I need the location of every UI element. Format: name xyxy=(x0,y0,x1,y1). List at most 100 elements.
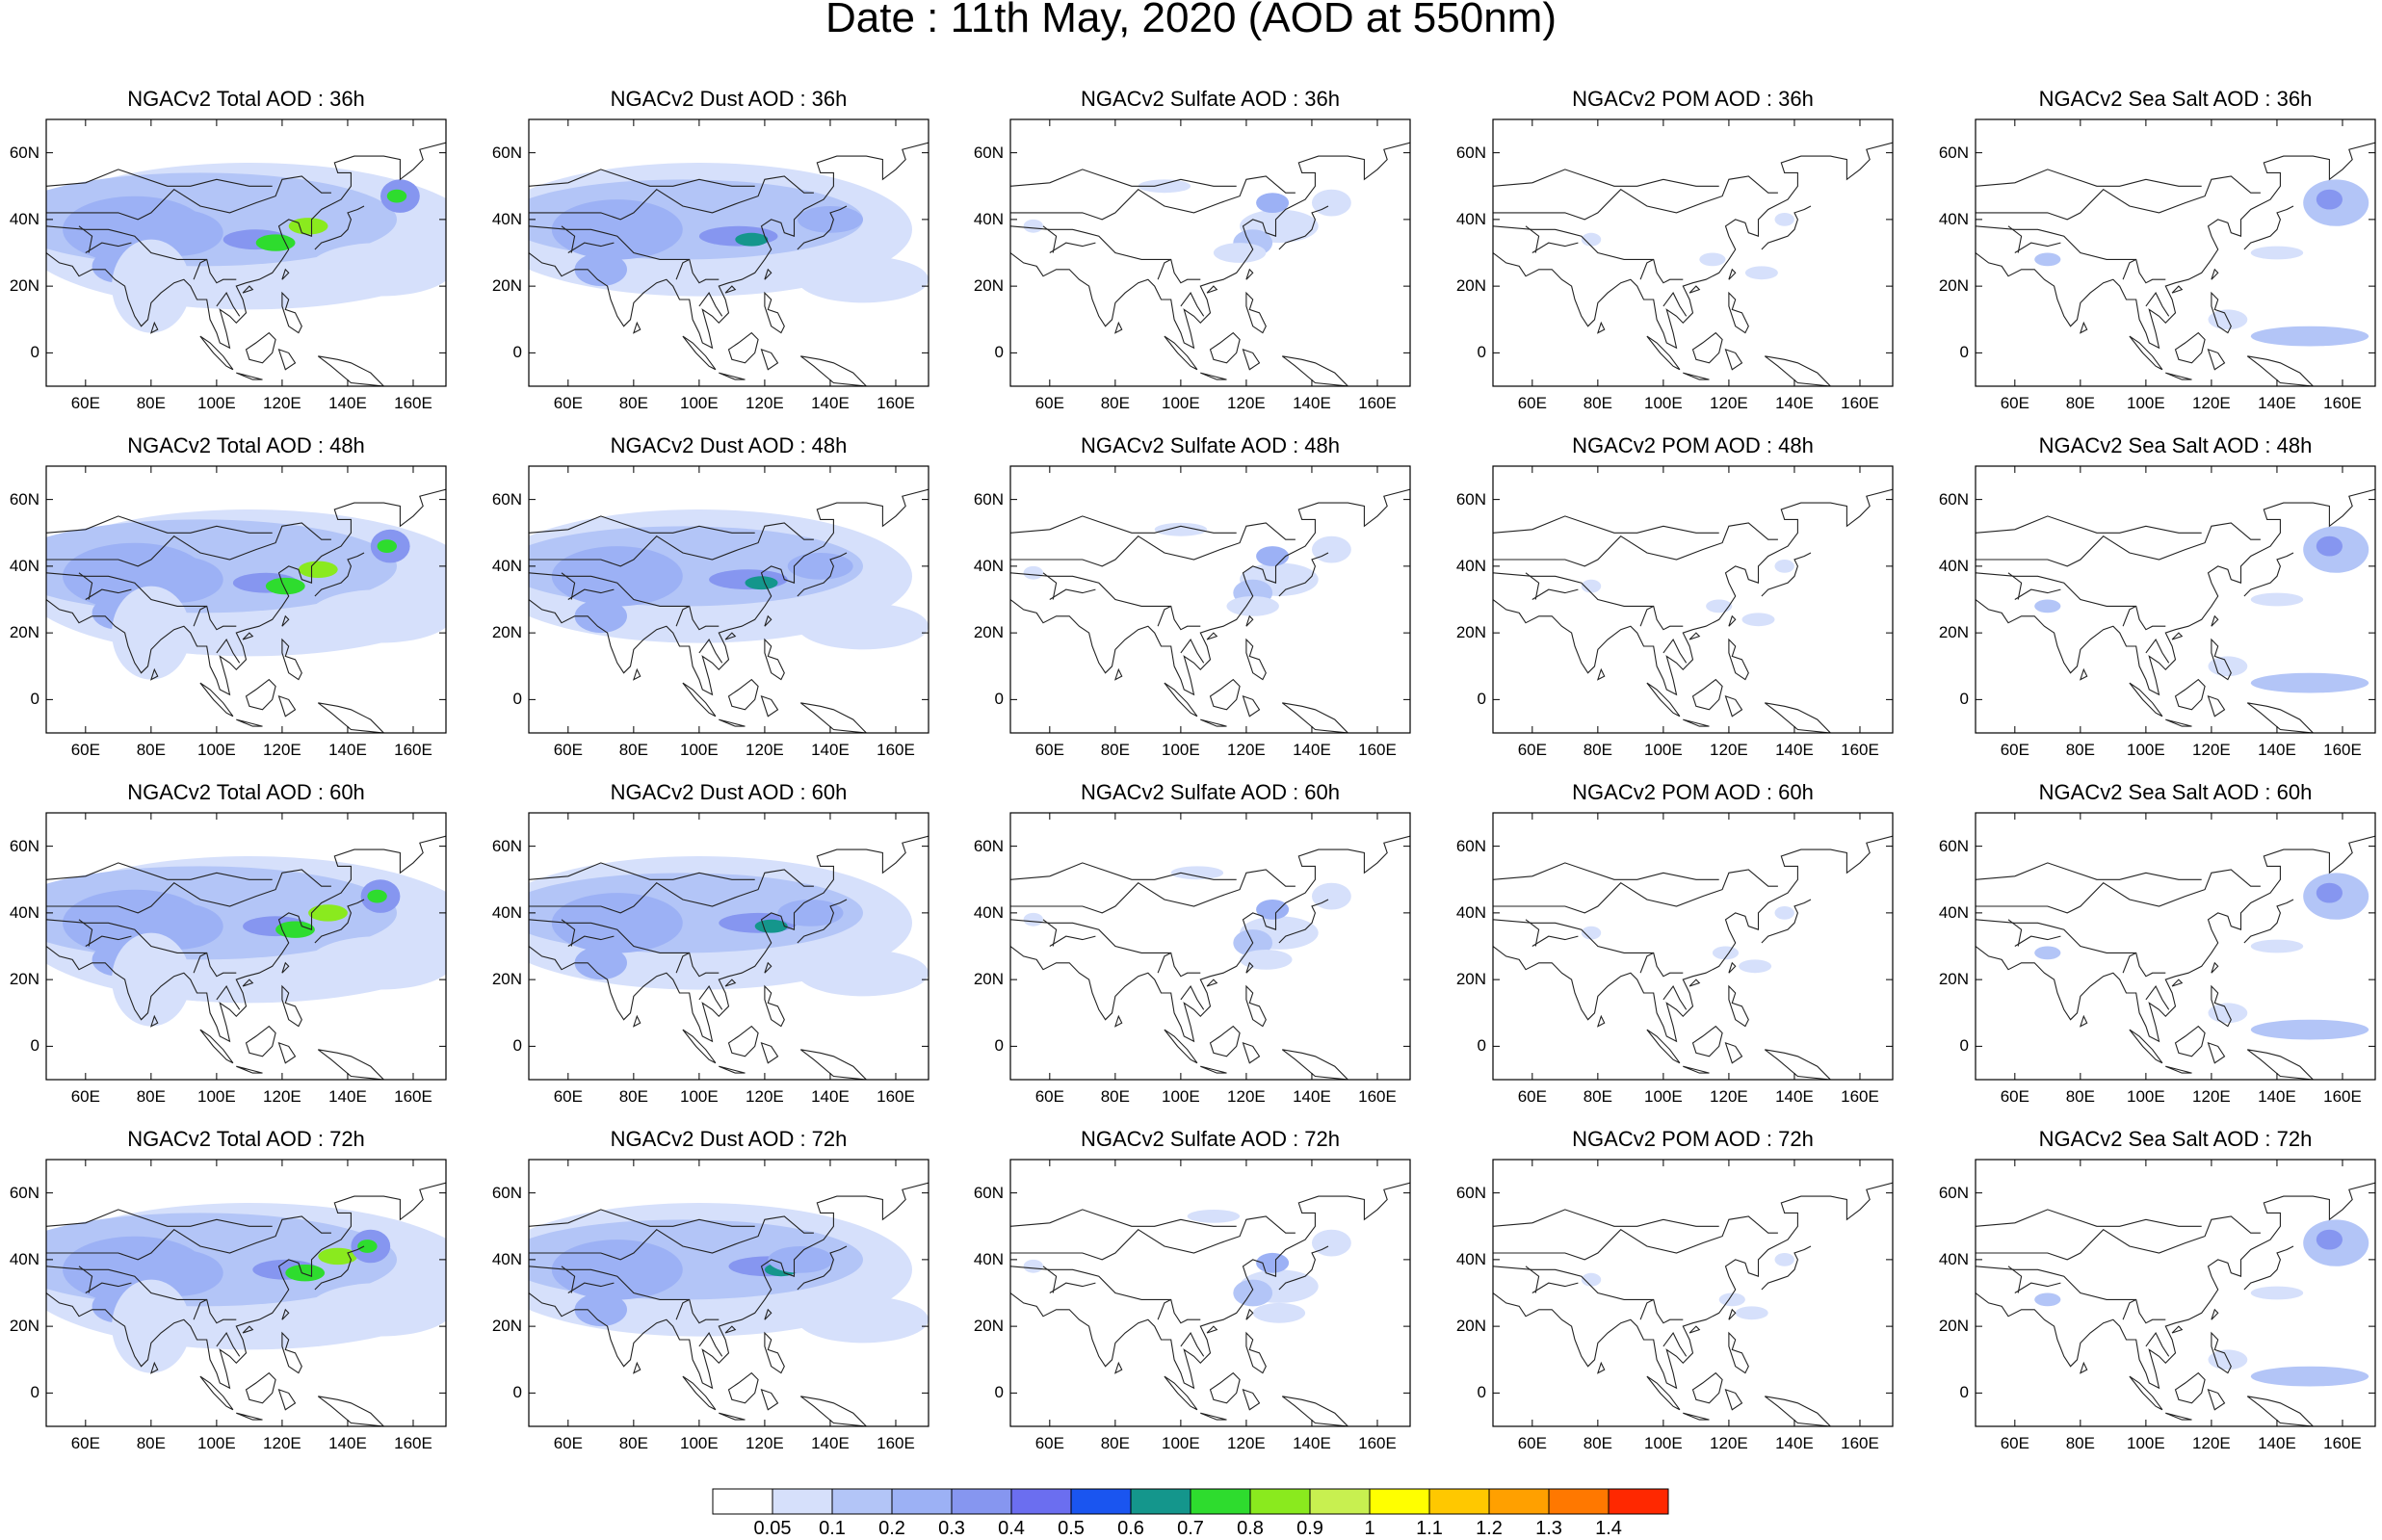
island-outline xyxy=(1691,678,1723,711)
lon-tick-label: 140E xyxy=(1775,1434,1814,1452)
lat-tick-label: 60N xyxy=(9,1183,39,1202)
coastlines xyxy=(1976,488,2375,733)
lat-tick-label: 20N xyxy=(973,623,1004,642)
lon-tick-label: 100E xyxy=(680,394,719,412)
aod-contour-blob xyxy=(574,599,627,634)
island-outline xyxy=(2211,1331,2232,1374)
lat-tick-label: 60N xyxy=(491,836,522,855)
island-outline xyxy=(1646,1029,1681,1064)
lon-tick-label: 120E xyxy=(1710,394,1748,412)
lat-tick-label: 0 xyxy=(994,343,1004,362)
lon-tick-label: 140E xyxy=(2258,741,2296,759)
island-outline xyxy=(682,1029,717,1064)
country-border xyxy=(561,225,576,253)
colorbar-label: 1.2 xyxy=(1476,1518,1503,1539)
map-frame xyxy=(528,118,929,387)
coastline xyxy=(314,205,365,250)
country-border xyxy=(46,169,273,187)
map-panel xyxy=(1975,118,2376,387)
coastlines xyxy=(1010,1182,1410,1426)
aod-contour-blob xyxy=(2250,672,2369,693)
lat-tick-label: 0 xyxy=(512,1036,522,1056)
map-frame xyxy=(528,812,929,1081)
lon-tick-label: 80E xyxy=(1100,394,1130,412)
island-outline xyxy=(1281,1049,1349,1080)
lon-tick-label: 160E xyxy=(877,1087,915,1106)
lon-tick-label: 100E xyxy=(2127,394,2165,412)
island-outline xyxy=(2129,1375,2163,1411)
island-outline xyxy=(1245,1331,1267,1374)
lat-tick-label: 20N xyxy=(1938,970,1969,989)
island-outline xyxy=(1596,1361,1606,1374)
map-panel xyxy=(1009,812,1411,1081)
island-outline xyxy=(1764,1396,1832,1426)
map-frame xyxy=(45,812,447,1081)
island-outline xyxy=(1113,321,1123,334)
panel-title: NGACv2 Sulfate AOD : 48h xyxy=(1080,433,1341,457)
country-border xyxy=(698,638,723,664)
lat-tick-label: 20N xyxy=(1938,1317,1969,1336)
island-outline xyxy=(2174,1025,2206,1057)
coastline xyxy=(1278,1245,1329,1291)
country-border xyxy=(698,984,723,1010)
lon-tick-label: 140E xyxy=(1293,741,1331,759)
map-panel xyxy=(1009,1159,1411,1427)
panel-title: NGACv2 Sea Salt AOD : 72h xyxy=(2038,1127,2313,1151)
coastlines xyxy=(529,835,929,1080)
lon-tick-label: 140E xyxy=(1293,394,1331,412)
country-border xyxy=(1157,952,1171,974)
lon-tick-label: 140E xyxy=(811,1434,850,1452)
aod-field xyxy=(2034,873,2369,1040)
panel-title: NGACv2 Dust AOD : 72h xyxy=(610,1127,848,1151)
panel-title: NGACv2 POM AOD : 36h xyxy=(1572,87,1814,111)
lat-tick-label: 0 xyxy=(1477,1036,1486,1056)
colorbar-label: 0.6 xyxy=(1117,1518,1144,1539)
country-border xyxy=(1493,862,1719,880)
lon-tick-label: 140E xyxy=(328,1087,367,1106)
aod-contour-blob xyxy=(1774,560,1794,573)
aod-field xyxy=(2034,179,2369,347)
aod-field xyxy=(1023,179,1351,263)
island-outline xyxy=(2079,321,2088,334)
lon-tick-label: 100E xyxy=(1644,741,1683,759)
lon-tick-label: 140E xyxy=(811,1087,850,1106)
map-background xyxy=(1493,119,1893,386)
island-outline xyxy=(1683,1412,1710,1421)
country-border xyxy=(1976,572,2166,631)
island-outline xyxy=(2211,268,2219,280)
island-outline xyxy=(199,682,234,718)
country-border xyxy=(1976,522,2261,567)
lon-tick-label: 120E xyxy=(1227,394,1266,412)
island-outline xyxy=(277,1042,297,1064)
aod-contour-blob xyxy=(1774,213,1794,226)
aod-contour-blob xyxy=(1138,179,1191,194)
lon-tick-label: 160E xyxy=(2323,741,2362,759)
lon-tick-label: 60E xyxy=(1034,1434,1064,1452)
colorbar-swatch xyxy=(1428,1488,1490,1515)
lat-tick-label: 0 xyxy=(30,343,39,362)
aod-contour-blob xyxy=(551,893,683,953)
lon-tick-label: 100E xyxy=(197,741,236,759)
colorbar-swatch xyxy=(1608,1488,1669,1515)
country-border xyxy=(529,169,755,187)
aod-contour-blob xyxy=(112,932,191,1027)
lat-tick-label: 20N xyxy=(973,970,1004,989)
island-outline xyxy=(1209,331,1241,364)
country-border xyxy=(46,862,273,880)
island-outline xyxy=(1164,682,1198,718)
island-outline xyxy=(281,638,302,681)
map-panel xyxy=(528,118,929,387)
aod-contour-blob xyxy=(551,1240,683,1300)
map-frame xyxy=(1975,812,2376,1081)
country-border xyxy=(46,869,331,914)
island-outline xyxy=(277,349,297,371)
island-outline xyxy=(1242,695,1261,718)
aod-contour-blob xyxy=(1581,579,1602,593)
island-outline xyxy=(632,1014,641,1028)
island-outline xyxy=(1688,632,1701,640)
aod-field xyxy=(1581,560,1794,627)
island-outline xyxy=(281,291,302,334)
map-panel xyxy=(1492,1159,1894,1427)
aod-contour-blob xyxy=(1774,1253,1794,1266)
country-border xyxy=(2122,952,2136,974)
